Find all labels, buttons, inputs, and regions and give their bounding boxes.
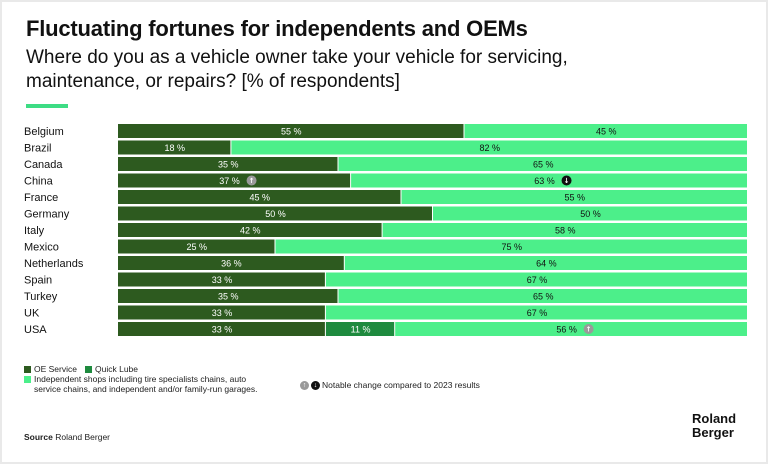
bar-brazil-independent (231, 140, 747, 155)
bar-italy-oe-service (118, 223, 382, 237)
bar-belgium-independent (464, 124, 747, 138)
category-label-turkey: Turkey (24, 291, 58, 303)
value-label-spain-oe-service: 33 % (212, 275, 233, 285)
bar-netherlands-oe-service (118, 256, 344, 270)
value-label-france-oe-service: 45 % (249, 193, 270, 203)
legend-item-oe-service: OE Service (24, 364, 77, 374)
value-label-canada-oe-service: 35 % (218, 160, 239, 170)
value-label-uk-independent: 67 % (527, 308, 548, 318)
value-label-usa-independent: 56 % (556, 325, 577, 335)
legend-item-quick-lube: Quick Lube (85, 364, 138, 374)
independent-swatch (24, 375, 31, 383)
bar-belgium-oe-service (118, 124, 464, 138)
source-text: Roland Berger (55, 432, 111, 442)
category-label-germany: Germany (24, 209, 70, 221)
oe-service-swatch (24, 365, 31, 373)
category-label-china: China (24, 176, 54, 188)
value-label-canada-independent: 65 % (533, 160, 554, 170)
roland-berger-logo: Roland Berger (692, 412, 736, 440)
category-label-mexico: Mexico (24, 242, 59, 254)
bar-brazil-oe-service (118, 140, 231, 155)
legend-label-oe-service: OE Service (34, 364, 77, 374)
value-label-china-independent: 63 % (534, 176, 555, 186)
bar-usa-quick-lube (325, 322, 395, 336)
value-label-usa-quick-lube: 11 % (351, 325, 371, 335)
value-label-brazil-independent: 82 % (479, 143, 500, 153)
bar-france-oe-service (118, 190, 401, 204)
bar-france-independent (401, 190, 747, 204)
bar-canada-oe-service (118, 157, 338, 171)
category-label-italy: Italy (24, 225, 45, 237)
source-label: Source (24, 432, 53, 442)
value-label-china-oe-service: 37 % (219, 176, 240, 186)
value-label-spain-independent: 67 % (527, 275, 548, 285)
source-note: Source Roland Berger (24, 432, 110, 442)
value-label-italy-independent: 58 % (555, 226, 576, 236)
bar-china-independent (351, 173, 747, 188)
bar-spain-independent (325, 272, 747, 287)
category-label-usa: USA (24, 324, 47, 336)
category-label-canada: Canada (24, 159, 63, 171)
value-label-germany-independent: 50 % (580, 209, 601, 219)
arrow-up-glyph-usa: ↑ (586, 326, 592, 334)
legend-label-independent-1: Independent shops including tire special… (34, 374, 247, 384)
value-label-belgium-independent: 45 % (596, 127, 617, 137)
bar-germany-independent (433, 206, 747, 221)
value-label-mexico-independent: 75 % (501, 242, 522, 252)
logo-line-2: Berger (692, 425, 734, 440)
value-label-germany-oe-service: 50 % (265, 209, 286, 219)
value-label-france-independent: 55 % (564, 193, 585, 203)
bar-mexico-independent (275, 239, 747, 254)
logo-line-1: Roland (692, 411, 737, 426)
bar-spain-oe-service (118, 272, 325, 287)
value-label-italy-oe-service: 42 % (240, 226, 261, 236)
bar-netherlands-independent (344, 256, 747, 270)
accent-bar (26, 104, 68, 108)
bar-italy-independent (382, 223, 747, 237)
bar-china-oe-service (118, 173, 351, 188)
value-label-uk-oe-service: 33 % (212, 308, 233, 318)
category-label-netherlands: Netherlands (24, 258, 84, 270)
bar-mexico-oe-service (118, 239, 275, 254)
category-label-spain: Spain (24, 275, 52, 287)
arrow-up-icon-china (246, 175, 257, 186)
value-label-mexico-oe-service: 25 % (186, 242, 207, 252)
chart-subtitle: Where do you as a vehicle owner take you… (26, 47, 568, 92)
legend: OE Service Quick Lube Independent shops … (24, 364, 266, 394)
bar-usa-oe-service (118, 322, 325, 336)
arrow-down-icon: ↓ (311, 380, 320, 390)
value-label-belgium-oe-service: 55 % (281, 127, 302, 137)
bar-usa-independent (395, 322, 747, 336)
value-label-netherlands-independent: 64 % (536, 259, 557, 269)
notable-change-legend: ↑ ↓ Notable change compared to 2023 resu… (300, 380, 480, 390)
category-label-uk: UK (24, 308, 40, 320)
value-label-brazil-oe-service: 18 % (164, 143, 185, 153)
category-label-brazil: Brazil (24, 143, 52, 155)
chart-title: Fluctuating fortunes for independents an… (26, 16, 528, 41)
arrow-down-icon-china (561, 175, 572, 186)
quick-lube-swatch (85, 365, 92, 373)
bar-uk-independent (325, 305, 747, 320)
bar-canada-independent (338, 157, 747, 171)
category-label-france: France (24, 192, 58, 204)
value-label-netherlands-oe-service: 36 % (221, 259, 242, 269)
category-label-belgium: Belgium (24, 126, 64, 138)
arrow-up-glyph-china: ↑ (249, 177, 255, 185)
notable-change-label: Notable change compared to 2023 results (322, 380, 480, 390)
legend-item-independent: Independent shops including tire special… (24, 374, 258, 394)
bar-turkey-oe-service (118, 289, 338, 303)
value-label-turkey-independent: 65 % (533, 292, 554, 302)
arrow-up-icon-usa (583, 324, 594, 334)
arrow-down-glyph-china: ↓ (564, 177, 570, 185)
bar-uk-oe-service (118, 305, 325, 320)
legend-label-independent-2: service chains, and independent and/or f… (34, 384, 258, 394)
bar-turkey-independent (338, 289, 747, 303)
bar-germany-oe-service (118, 206, 432, 221)
value-label-turkey-oe-service: 35 % (218, 292, 239, 302)
value-label-usa-oe-service: 33 % (212, 325, 233, 335)
legend-label-quick-lube: Quick Lube (95, 364, 138, 374)
arrow-up-icon: ↑ (300, 380, 309, 390)
